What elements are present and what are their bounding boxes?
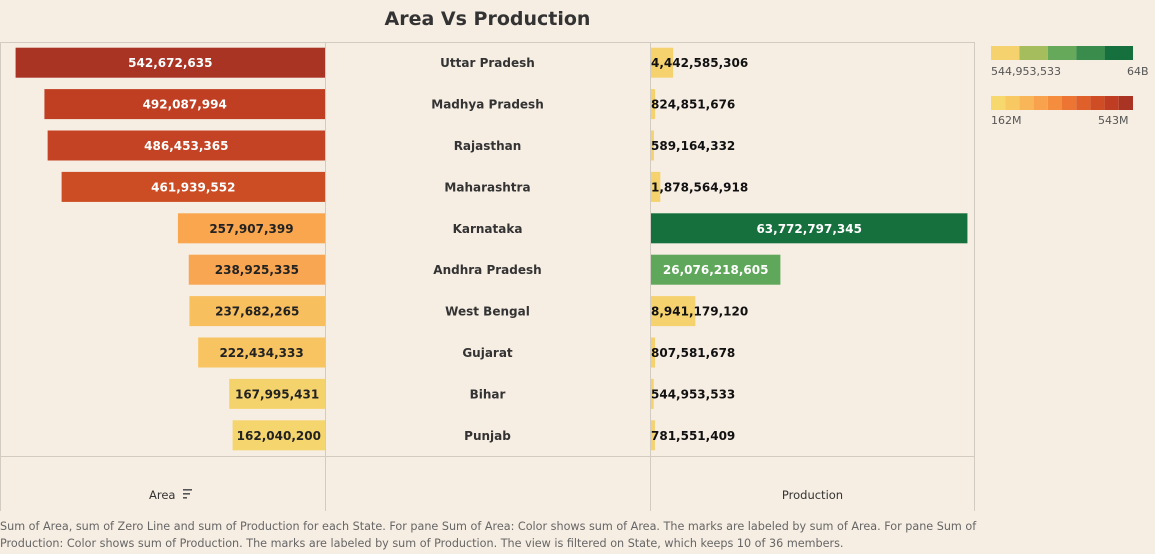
state-label: Karnataka (453, 222, 523, 236)
production-bar (651, 130, 654, 161)
area-bar (189, 296, 325, 327)
production-data-label: 4,442,585,306 (651, 56, 748, 70)
area-legend-max: 543M (1098, 114, 1129, 127)
production-bar (651, 89, 656, 120)
area-legend-swatch (1062, 96, 1077, 110)
area-pane: 542,672,635 492,087,994 486,453,365 461,939… (15, 47, 326, 451)
production-legend-min: 544,953,533 (991, 65, 1061, 78)
state-label: Bihar (470, 387, 506, 401)
production-bar (651, 296, 696, 327)
area-legend-swatch (1104, 96, 1119, 110)
state-label: Rajasthan (454, 139, 522, 153)
chart-grid (0, 42, 975, 511)
area-bar (47, 130, 326, 161)
area-data-label: 542,672,635 (128, 56, 212, 70)
area-bar (188, 254, 325, 285)
production-legend-swatch (1076, 46, 1105, 60)
area-data-label: 486,453,365 (144, 139, 228, 153)
area-bar (15, 47, 326, 78)
production-data-label: 63,772,797,345 (756, 222, 862, 236)
state-label: West Bengal (445, 305, 530, 319)
chart-caption: Sum of Area, sum of Zero Line and sum of… (0, 520, 977, 550)
area-legend-swatch (1033, 96, 1048, 110)
area-data-label: 257,907,399 (209, 222, 293, 236)
area-bar (232, 420, 325, 451)
area-data-label: 492,087,994 (143, 98, 227, 112)
area-legend-min: 162M (991, 114, 1022, 127)
state-label: Madhya Pradesh (431, 98, 544, 112)
area-bar (61, 171, 326, 202)
legend-svg (991, 46, 1133, 110)
area-legend-swatch (1118, 96, 1133, 110)
production-data-label: 807,581,678 (651, 346, 735, 360)
production-legend-swatch (1047, 46, 1077, 60)
area-legend-swatch (1090, 96, 1105, 110)
state-label: Andhra Pradesh (433, 263, 541, 277)
state-label: Gujarat (462, 346, 513, 360)
production-bar (651, 337, 656, 368)
area-bar (177, 213, 325, 244)
production-data-label: 544,953,533 (651, 387, 735, 401)
production-data-label: 26,076,218,605 (663, 263, 769, 277)
chart-title: Area Vs Production (384, 8, 591, 30)
area-legend-swatch (1047, 96, 1062, 110)
production-bar (651, 420, 655, 451)
area-data-label: 237,682,265 (215, 305, 299, 319)
area-data-label: 162,040,200 (237, 429, 321, 443)
production-legend-max: 64B (1127, 65, 1149, 78)
area-data-label: 222,434,333 (219, 346, 303, 360)
area-legend-swatch (1019, 96, 1034, 110)
chart-svg: 542,672,635 492,087,994 486,453,365 461,939… (0, 42, 975, 511)
production-bar (651, 47, 674, 78)
production-legend-swatch (991, 46, 1020, 60)
production-legend-swatch (1104, 46, 1133, 60)
area-data-label: 461,939,552 (151, 180, 235, 194)
area-legend-swatch (1076, 96, 1091, 110)
area-bar (198, 337, 325, 368)
area-data-label: 238,925,335 (215, 263, 299, 277)
production-data-label: 8,941,179,120 (651, 305, 748, 319)
x-axis-label-production: Production (782, 488, 843, 502)
area-data-label: 167,995,431 (235, 387, 319, 401)
x-axis-label-area: Area (149, 488, 175, 502)
area-legend-swatch (991, 96, 1006, 110)
axis-labels: Area Production (149, 488, 843, 502)
production-data-label: 781,551,409 (651, 429, 735, 443)
production-legend-swatch (1019, 46, 1048, 60)
state-label: Maharashtra (444, 180, 530, 194)
state-label: Uttar Pradesh (440, 56, 535, 70)
production-bar (651, 171, 661, 202)
production-data-label: 1,878,564,918 (651, 180, 748, 194)
chart-area: 542,672,635 492,087,994 486,453,365 461,939… (0, 42, 975, 511)
production-bar (651, 213, 968, 244)
production-data-label: 824,851,676 (651, 98, 735, 112)
production-bar (651, 378, 654, 409)
area-bar (229, 378, 325, 409)
production-pane: 4,442,585,306 824,851,676 589,164,332 1,878… (651, 47, 968, 451)
area-bar (44, 89, 325, 120)
sort-icon[interactable] (183, 489, 192, 499)
state-label: Punjab (464, 429, 511, 443)
production-data-label: 589,164,332 (651, 139, 735, 153)
area-legend-swatch (1005, 96, 1020, 110)
production-bar (651, 254, 781, 285)
state-label-pane: Uttar Pradesh Madhya Pradesh Rajasthan Maha… (431, 56, 544, 443)
